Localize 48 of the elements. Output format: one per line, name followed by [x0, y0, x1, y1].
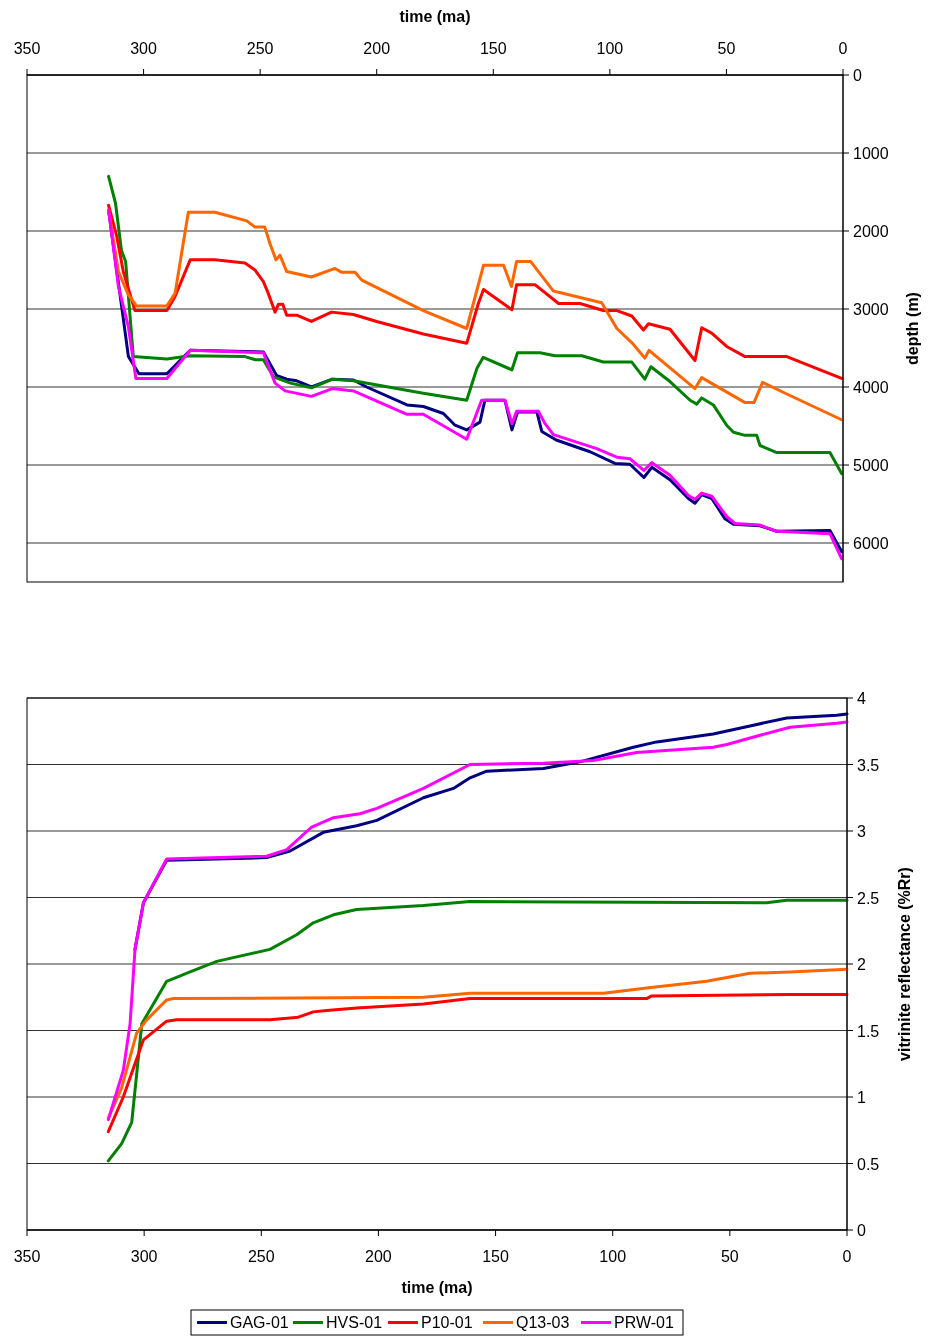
y-tick-label: 2	[857, 956, 866, 973]
x-tick-label: 0	[838, 40, 848, 57]
legend-label: PRW-01	[614, 1314, 674, 1331]
y-tick-label: 1000	[853, 145, 889, 162]
legend-label: HVS-01	[326, 1314, 383, 1331]
x-tick-label: 50	[720, 1248, 739, 1265]
line-series	[107, 203, 844, 380]
y-tick-label: 4	[857, 690, 866, 707]
legend-label: GAG-01	[230, 1314, 289, 1331]
x-tick-label: 50	[717, 40, 736, 57]
y-tick-label: 0	[853, 67, 862, 84]
line-series	[106, 993, 849, 1134]
y-tick-label: 3000	[853, 301, 889, 318]
x-tick-label: 250	[246, 40, 274, 57]
y-tick-label: 0	[857, 1222, 866, 1239]
y-tick-label: 2.5	[857, 889, 880, 907]
line-series	[106, 898, 849, 1163]
x-tick-label: 250	[247, 1248, 275, 1265]
legend-label: Q13-03	[516, 1314, 570, 1331]
y-tick-label: 1.5	[857, 1022, 880, 1040]
x-tick-label: 300	[130, 1248, 158, 1265]
x-tick-label: 100	[596, 40, 624, 57]
x-tick-label: 150	[482, 1248, 510, 1265]
x-tick-label: 350	[13, 40, 41, 57]
x-tick-label: 100	[599, 1248, 627, 1265]
y-tick-label: 1	[857, 1089, 866, 1106]
y-tick-label: 0.5	[857, 1155, 880, 1173]
y-tick-label: 2000	[853, 223, 889, 240]
legend-label: P10-01	[421, 1314, 473, 1331]
x-tick-label: 350	[13, 1248, 41, 1265]
y-tick-label: 6000	[853, 535, 889, 552]
x-tick-label: 150	[479, 40, 507, 57]
x-axis-title: time (ma)	[401, 1279, 473, 1296]
line-series	[107, 174, 844, 476]
y-axis-title: vitrinite reflectance (%Rr)	[896, 867, 913, 1061]
y-tick-label: 3.5	[857, 756, 880, 774]
x-axis-title: time (ma)	[399, 8, 471, 25]
x-tick-label: 0	[842, 1248, 852, 1265]
y-tick-label: 5000	[853, 457, 889, 474]
y-tick-label: 3	[857, 823, 866, 840]
y-axis-title: depth (m)	[904, 292, 921, 365]
line-series	[107, 208, 844, 422]
x-tick-label: 200	[363, 40, 391, 57]
line-series	[106, 720, 849, 1122]
line-series	[106, 967, 849, 1120]
y-tick-label: 4000	[853, 379, 889, 396]
x-tick-label: 300	[130, 40, 158, 57]
x-tick-label: 200	[365, 1248, 392, 1265]
